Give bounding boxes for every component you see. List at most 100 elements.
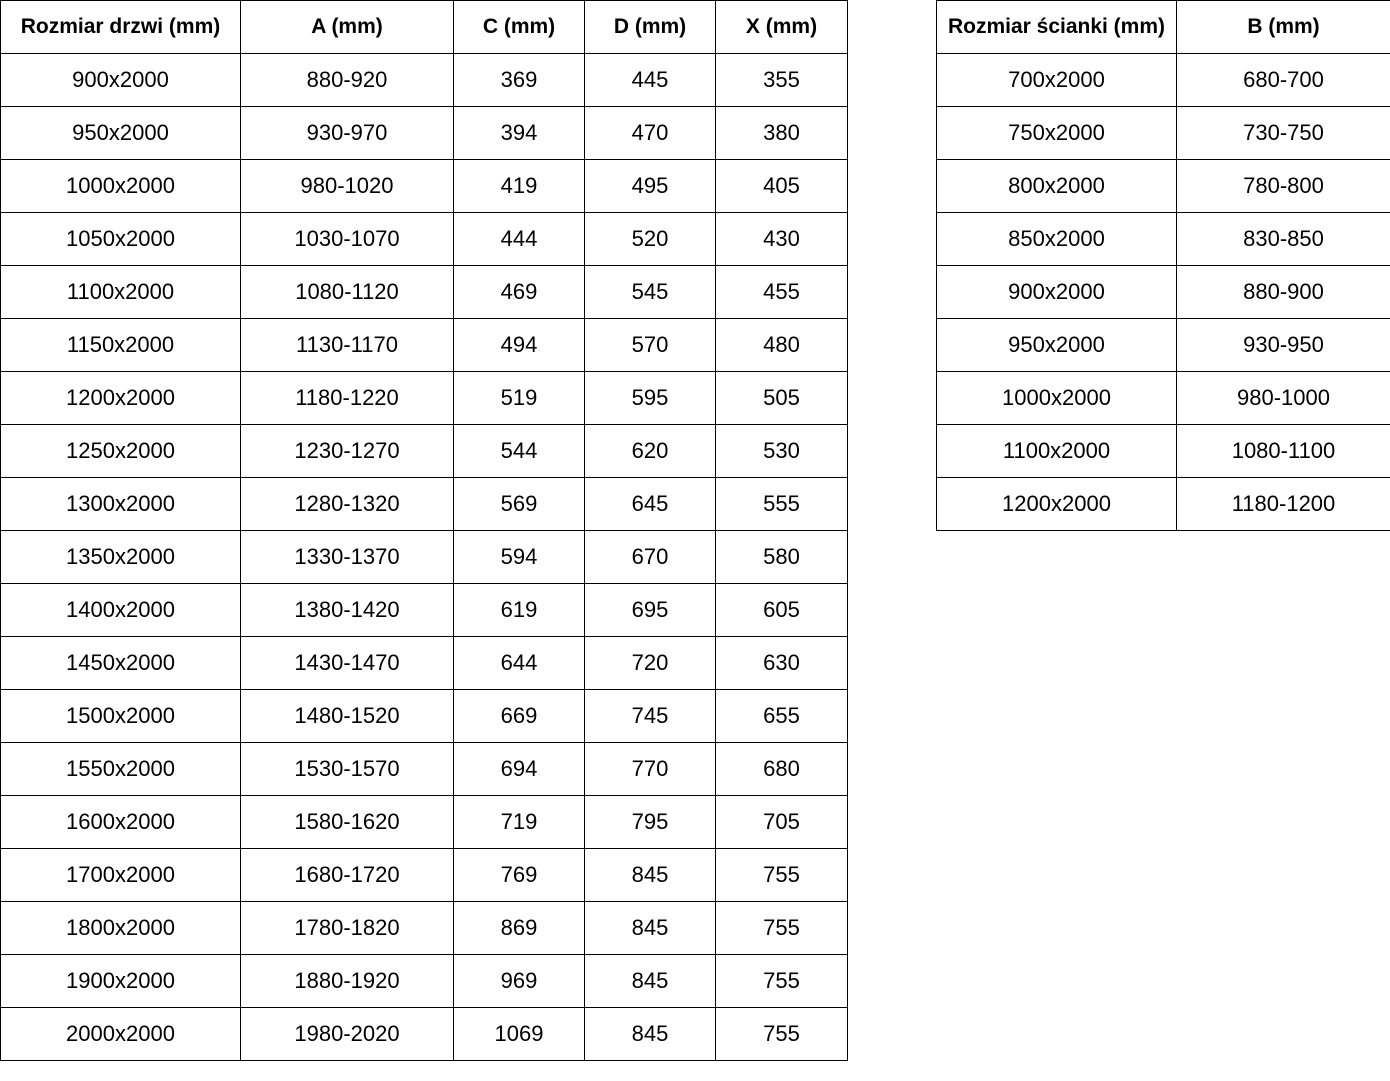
- table-row: 900x2000 880-900: [936, 265, 1390, 319]
- table-cell: 1450x2000: [0, 636, 241, 690]
- table-cell: 1900x2000: [0, 954, 241, 1008]
- table-cell: 900x2000: [0, 53, 241, 107]
- table-cell: 570: [584, 318, 716, 372]
- table-cell: 1480-1520: [240, 689, 454, 743]
- table-cell: 845: [584, 954, 716, 1008]
- table-cell: 580: [715, 530, 848, 584]
- table-cell: 1700x2000: [0, 848, 241, 902]
- table-cell: 1180-1200: [1176, 477, 1390, 531]
- table-cell: 2000x2000: [0, 1007, 241, 1061]
- table-cell: 1550x2000: [0, 742, 241, 796]
- table-cell: 645: [584, 477, 716, 531]
- table-cell: 495: [584, 159, 716, 213]
- table-row: 850x2000 830-850: [936, 212, 1390, 266]
- table-row: 950x2000 930-950: [936, 318, 1390, 372]
- column-header: X (mm): [715, 0, 848, 54]
- table-cell: 530: [715, 424, 848, 478]
- table-cell: 1000x2000: [936, 371, 1177, 425]
- table-cell: 505: [715, 371, 848, 425]
- column-header: A (mm): [240, 0, 454, 54]
- table-cell: 480: [715, 318, 848, 372]
- table-row: 1550x2000 1530-1570 694 770 680: [0, 742, 848, 796]
- table-cell: 745: [584, 689, 716, 743]
- table-cell: 780-800: [1176, 159, 1390, 213]
- column-header: Rozmiar drzwi (mm): [0, 0, 241, 54]
- header-row: Rozmiar drzwi (mm) A (mm) C (mm) D (mm) X (m…: [0, 0, 848, 54]
- table-cell: 694: [453, 742, 585, 796]
- table-cell: 750x2000: [936, 106, 1177, 160]
- table-cell: 720: [584, 636, 716, 690]
- table-cell: 595: [584, 371, 716, 425]
- table-cell: 444: [453, 212, 585, 266]
- table-row: 1300x2000 1280-1320 569 645 555: [0, 477, 848, 531]
- table-row: 1000x2000 980-1000: [936, 371, 1390, 425]
- table-cell: 1980-2020: [240, 1007, 454, 1061]
- table-cell: 769: [453, 848, 585, 902]
- table-cell: 880-900: [1176, 265, 1390, 319]
- table-row: 1700x2000 1680-1720 769 845 755: [0, 848, 848, 902]
- table-cell: 755: [715, 848, 848, 902]
- table-cell: 1080-1100: [1176, 424, 1390, 478]
- table-cell: 695: [584, 583, 716, 637]
- table-cell: 930-950: [1176, 318, 1390, 372]
- table-cell: 800x2000: [936, 159, 1177, 213]
- table-cell: 950x2000: [936, 318, 1177, 372]
- table-cell: 494: [453, 318, 585, 372]
- table-cell: 730-750: [1176, 106, 1390, 160]
- table-cell: 380: [715, 106, 848, 160]
- table-cell: 455: [715, 265, 848, 319]
- table-row: 1800x2000 1780-1820 869 845 755: [0, 901, 848, 955]
- column-header: C (mm): [453, 0, 585, 54]
- table-cell: 519: [453, 371, 585, 425]
- table-cell: 755: [715, 954, 848, 1008]
- table-cell: 469: [453, 265, 585, 319]
- table-cell: 1180-1220: [240, 371, 454, 425]
- table-cell: 545: [584, 265, 716, 319]
- table-cell: 1230-1270: [240, 424, 454, 478]
- table-cell: 369: [453, 53, 585, 107]
- table-cell: 620: [584, 424, 716, 478]
- table-row: 1000x2000 980-1020 419 495 405: [0, 159, 848, 213]
- table-cell: 1069: [453, 1007, 585, 1061]
- table-cell: 1030-1070: [240, 212, 454, 266]
- table-cell: 605: [715, 583, 848, 637]
- table-cell: 1580-1620: [240, 795, 454, 849]
- table-cell: 680-700: [1176, 53, 1390, 107]
- header-row: Rozmiar ścianki (mm) B (mm): [936, 0, 1390, 54]
- table-cell: 755: [715, 1007, 848, 1061]
- table-row: 1100x2000 1080-1120 469 545 455: [0, 265, 848, 319]
- table-cell: 1150x2000: [0, 318, 241, 372]
- table-cell: 655: [715, 689, 848, 743]
- table-cell: 445: [584, 53, 716, 107]
- table-cell: 850x2000: [936, 212, 1177, 266]
- table-cell: 1380-1420: [240, 583, 454, 637]
- table-cell: 405: [715, 159, 848, 213]
- table-row: 1250x2000 1230-1270 544 620 530: [0, 424, 848, 478]
- table-cell: 719: [453, 795, 585, 849]
- table-cell: 705: [715, 795, 848, 849]
- table-row: 1350x2000 1330-1370 594 670 580: [0, 530, 848, 584]
- table-row: 950x2000 930-970 394 470 380: [0, 106, 848, 160]
- table-cell: 980-1020: [240, 159, 454, 213]
- table-cell: 1130-1170: [240, 318, 454, 372]
- column-header: B (mm): [1176, 0, 1390, 54]
- table-cell: 1780-1820: [240, 901, 454, 955]
- table-cell: 1400x2000: [0, 583, 241, 637]
- table-cell: 594: [453, 530, 585, 584]
- table-cell: 950x2000: [0, 106, 241, 160]
- table-cell: 1880-1920: [240, 954, 454, 1008]
- table-cell: 1250x2000: [0, 424, 241, 478]
- panel-size-table: Rozmiar ścianki (mm) B (mm) 700x2000 680-7…: [936, 0, 1390, 531]
- table-cell: 1080-1120: [240, 265, 454, 319]
- table-row: 700x2000 680-700: [936, 53, 1390, 107]
- table-cell: 900x2000: [936, 265, 1177, 319]
- table-cell: 700x2000: [936, 53, 1177, 107]
- table-cell: 1800x2000: [0, 901, 241, 955]
- table-cell: 670: [584, 530, 716, 584]
- table-cell: 845: [584, 1007, 716, 1061]
- table-cell: 1330-1370: [240, 530, 454, 584]
- table-cell: 1100x2000: [936, 424, 1177, 478]
- table-cell: 1350x2000: [0, 530, 241, 584]
- table-cell: 880-920: [240, 53, 454, 107]
- table-row: 1600x2000 1580-1620 719 795 705: [0, 795, 848, 849]
